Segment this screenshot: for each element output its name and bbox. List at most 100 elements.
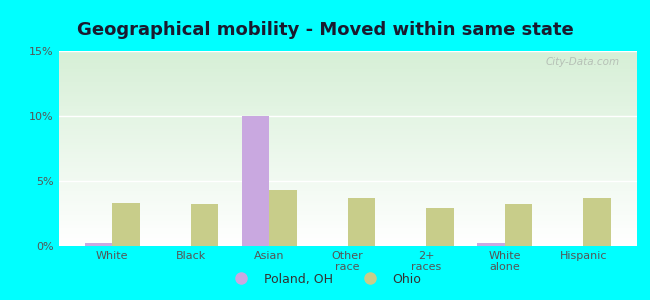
Bar xyxy=(58,94,637,96)
Bar xyxy=(58,150,637,152)
Bar xyxy=(58,72,637,74)
Bar xyxy=(242,116,269,246)
Bar xyxy=(58,55,637,57)
Bar xyxy=(58,76,637,78)
Bar xyxy=(58,127,637,129)
Text: City-Data.com: City-Data.com xyxy=(545,57,619,67)
Bar xyxy=(58,139,637,141)
Bar xyxy=(269,190,297,246)
Bar xyxy=(58,232,637,234)
Bar xyxy=(58,240,637,242)
Bar xyxy=(58,190,637,191)
Bar xyxy=(58,188,637,190)
Bar xyxy=(58,133,637,135)
Bar xyxy=(58,220,637,223)
Bar xyxy=(58,110,637,111)
Bar xyxy=(58,106,637,108)
Bar xyxy=(58,203,637,205)
Bar xyxy=(58,164,637,166)
Bar xyxy=(58,238,637,240)
Bar xyxy=(58,199,637,201)
Bar xyxy=(58,156,637,158)
Bar xyxy=(58,172,637,174)
Bar xyxy=(58,57,637,59)
Bar xyxy=(58,242,637,244)
Bar xyxy=(58,53,637,55)
Bar xyxy=(58,117,637,119)
Bar xyxy=(58,226,637,229)
Bar xyxy=(58,213,637,215)
Bar xyxy=(58,224,637,226)
Bar xyxy=(58,96,637,98)
Bar xyxy=(58,70,637,72)
Bar xyxy=(58,162,637,164)
Bar xyxy=(58,154,637,156)
Bar xyxy=(58,185,637,188)
Bar xyxy=(58,67,637,68)
Bar xyxy=(58,182,637,184)
Bar xyxy=(58,82,637,84)
Bar xyxy=(58,129,637,131)
Legend: Poland, OH, Ohio: Poland, OH, Ohio xyxy=(224,268,426,291)
Bar xyxy=(58,234,637,236)
Bar xyxy=(58,168,637,170)
Bar xyxy=(58,166,637,168)
Bar xyxy=(58,84,637,86)
Bar xyxy=(58,103,637,106)
Bar xyxy=(58,209,637,211)
Bar xyxy=(58,115,637,117)
Bar xyxy=(58,63,637,64)
Bar xyxy=(58,111,637,113)
Bar xyxy=(58,205,637,207)
Bar xyxy=(58,78,637,80)
Bar xyxy=(58,100,637,102)
Bar xyxy=(58,178,637,180)
Bar xyxy=(58,160,637,162)
Bar xyxy=(58,191,637,193)
Bar xyxy=(58,236,637,238)
Bar xyxy=(190,204,218,246)
Bar xyxy=(58,131,637,133)
Bar xyxy=(58,102,637,103)
Bar xyxy=(58,230,637,232)
Bar xyxy=(58,170,637,172)
Bar xyxy=(58,219,637,220)
Bar xyxy=(58,121,637,123)
Bar xyxy=(58,137,637,139)
Bar xyxy=(58,195,637,197)
Bar xyxy=(58,107,637,110)
Bar xyxy=(58,92,637,94)
Bar xyxy=(58,68,637,70)
Bar xyxy=(58,193,637,195)
Bar xyxy=(84,243,112,246)
Bar xyxy=(58,145,637,146)
Bar xyxy=(112,203,140,246)
Bar xyxy=(477,243,505,246)
Bar xyxy=(58,98,637,100)
Bar xyxy=(58,74,637,76)
Bar xyxy=(58,61,637,63)
Bar xyxy=(583,198,611,246)
Bar xyxy=(505,204,532,246)
Bar xyxy=(58,158,637,160)
Bar xyxy=(58,135,637,137)
Bar xyxy=(58,113,637,115)
Bar xyxy=(58,88,637,90)
Bar xyxy=(58,119,637,121)
Bar xyxy=(58,217,637,219)
Text: Geographical mobility - Moved within same state: Geographical mobility - Moved within sam… xyxy=(77,21,573,39)
Bar xyxy=(58,86,637,88)
Bar xyxy=(58,211,637,213)
Bar xyxy=(58,223,637,224)
Bar xyxy=(426,208,454,246)
Bar xyxy=(58,176,637,178)
Bar xyxy=(58,80,637,82)
Bar xyxy=(58,152,637,154)
Bar xyxy=(58,142,637,145)
Bar xyxy=(58,174,637,176)
Bar xyxy=(58,125,637,127)
Bar xyxy=(58,51,637,53)
Bar xyxy=(58,244,637,246)
Bar xyxy=(348,198,375,246)
Bar xyxy=(58,197,637,199)
